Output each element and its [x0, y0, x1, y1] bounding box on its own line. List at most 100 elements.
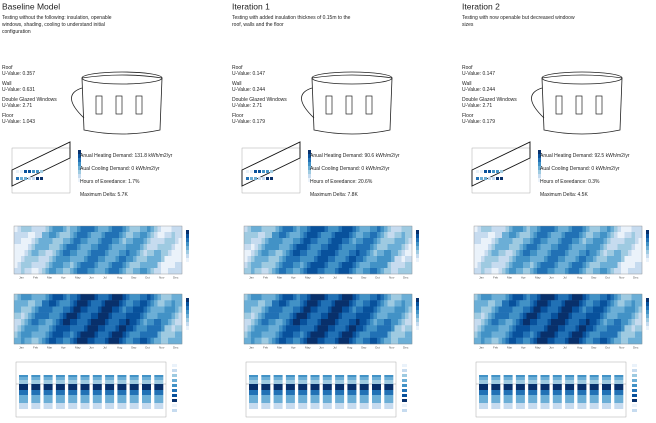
heat-cell	[370, 256, 374, 263]
heat-cell	[638, 306, 643, 313]
heat-cell	[474, 256, 478, 263]
heat-cell	[544, 232, 548, 239]
window	[575, 95, 583, 115]
heat-cell	[21, 232, 25, 239]
month-label: Feb	[493, 345, 499, 349]
heat-cell	[635, 268, 639, 275]
heat-cell	[558, 337, 562, 345]
heat-cell	[317, 256, 322, 263]
heat-cell	[289, 331, 294, 338]
heat-cell	[272, 250, 276, 257]
heat-cell	[568, 250, 573, 257]
heat-cell	[505, 238, 510, 245]
heat-cell	[265, 300, 269, 307]
heat-cell	[101, 250, 106, 257]
heat-cell	[502, 256, 506, 263]
heat-cell	[370, 232, 374, 239]
month-label: Feb	[33, 275, 39, 279]
legend-swatch	[308, 170, 311, 174]
heat-cell	[516, 331, 520, 338]
heat-cell	[477, 244, 482, 251]
heat-cell	[370, 262, 374, 269]
heat-cell	[279, 226, 283, 233]
bar-seg	[261, 375, 271, 377]
bar-seg	[43, 375, 53, 377]
heat-cell	[307, 306, 311, 313]
heat-cell	[596, 294, 601, 301]
heat-cell	[356, 337, 360, 345]
heat-cell	[140, 250, 144, 257]
heat-cell	[512, 319, 517, 326]
month-label: Dec	[633, 275, 639, 279]
heat-cell	[164, 312, 169, 320]
heat-cell	[21, 244, 25, 251]
heat-cell	[540, 294, 545, 301]
heat-cell	[610, 226, 615, 233]
bar-seg	[19, 384, 28, 390]
heat-cell	[363, 244, 367, 251]
heat-cell	[307, 238, 311, 245]
heat-cell	[80, 294, 85, 301]
heat-cell	[352, 312, 357, 320]
heat-cell	[133, 331, 137, 338]
heat-cell	[568, 238, 573, 245]
heat-cell	[544, 226, 548, 233]
heat-cell	[551, 238, 555, 245]
heat-cell	[126, 268, 130, 275]
heat-cell	[526, 294, 531, 301]
heat-cell	[244, 312, 248, 320]
heat-cell	[373, 244, 378, 251]
heat-cell	[554, 256, 559, 263]
heat-cell	[279, 319, 283, 326]
description: Testing without the following: insulatio…	[2, 15, 112, 21]
heat-cell	[373, 300, 378, 307]
heat-cell	[49, 337, 53, 345]
heat-cell	[495, 325, 499, 332]
heat-cell	[38, 331, 43, 338]
point-cell	[250, 170, 253, 173]
heat-cell	[377, 300, 381, 307]
heat-cell	[244, 232, 248, 239]
month-label: Jun	[89, 275, 94, 279]
heat-cell	[498, 262, 503, 269]
heat-cell	[42, 294, 46, 301]
heatmap-frame	[243, 293, 413, 345]
heat-cell	[258, 325, 262, 332]
heat-cell	[335, 331, 339, 338]
heat-cell	[94, 268, 99, 275]
heat-cell	[491, 306, 496, 313]
heat-cell	[307, 256, 311, 263]
heat-cell	[261, 325, 266, 332]
heat-cell	[331, 232, 336, 239]
heat-cell	[52, 331, 57, 338]
heat-cell	[122, 294, 127, 301]
heat-cell	[28, 337, 32, 345]
heat-cell	[251, 238, 255, 245]
bar-seg	[249, 390, 258, 395]
heat-cell	[49, 294, 53, 301]
heat-cell	[505, 337, 510, 345]
heat-cell	[303, 226, 308, 233]
heat-cell	[342, 250, 346, 257]
heat-cell	[628, 337, 632, 345]
heat-cell	[621, 294, 625, 301]
heat-cell	[568, 331, 573, 338]
heat-cell	[547, 331, 552, 338]
heat-cell	[481, 256, 485, 263]
heat-cell	[359, 256, 364, 263]
heat-cell	[624, 238, 629, 245]
heat-cell	[575, 300, 580, 307]
heat-cell	[621, 262, 625, 269]
heat-cell	[70, 331, 74, 338]
heat-cell	[115, 256, 120, 263]
heat-cell	[509, 262, 513, 269]
heat-cell	[136, 331, 141, 338]
heat-cell	[540, 319, 545, 326]
heat-cell	[582, 244, 587, 251]
heat-cell	[593, 244, 597, 251]
legend-swatch	[186, 322, 189, 326]
bar-seg	[335, 384, 345, 390]
heat-cell	[481, 300, 485, 307]
heat-cell	[261, 331, 266, 338]
heat-cell	[164, 250, 169, 257]
